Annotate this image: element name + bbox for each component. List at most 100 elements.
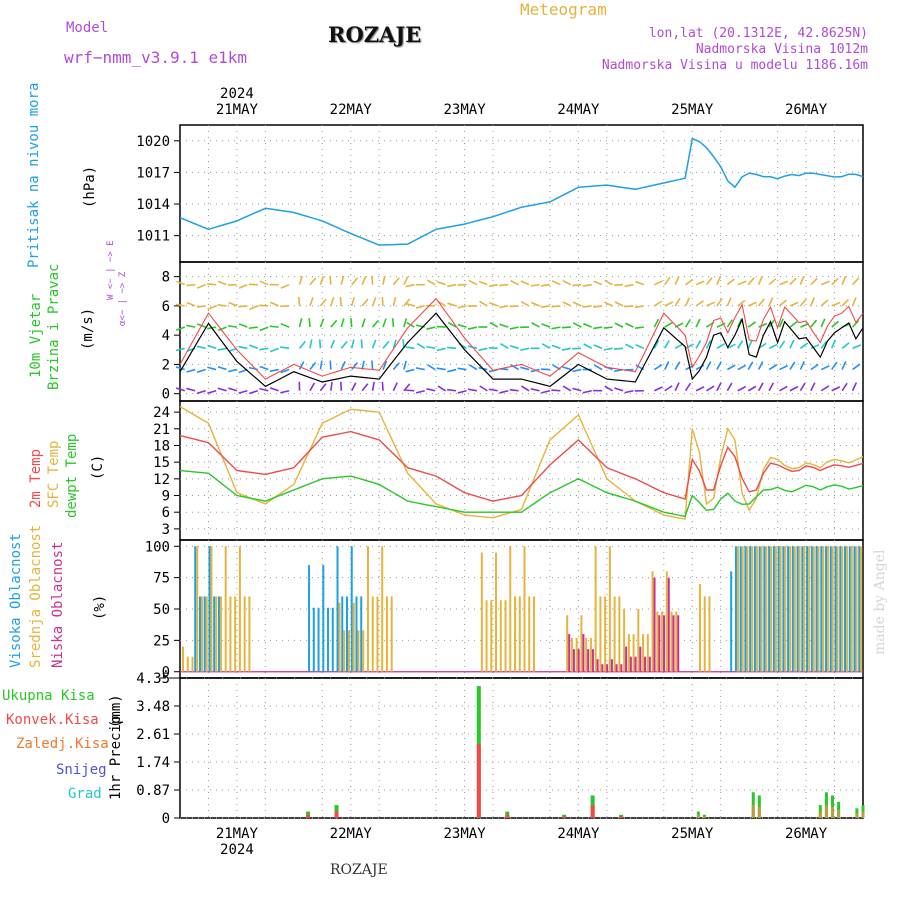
wind-arrow <box>259 280 269 286</box>
y-tick-label: 0 <box>162 811 170 827</box>
dewpoint-line <box>179 469 864 518</box>
wind-arrow <box>695 340 702 349</box>
high-cloud-bar <box>782 546 785 672</box>
high-cloud-bar <box>194 546 197 672</box>
mid-cloud-bar <box>855 546 858 672</box>
wind-arrow <box>582 389 592 394</box>
mid-cloud-bar <box>532 596 535 672</box>
wind-arrow <box>447 388 457 392</box>
wind-arrow <box>684 382 692 392</box>
wind-arrow <box>716 276 722 285</box>
y-tick-label: 4.35 <box>136 671 170 687</box>
low-cloud-bar <box>634 656 637 672</box>
wind-arrow <box>382 275 386 285</box>
wind-arrow <box>614 322 624 328</box>
wind-speed-line <box>179 312 864 388</box>
y-tick-label: 24 <box>153 405 170 421</box>
mid-cloud-bar <box>215 596 218 672</box>
wind-arrow <box>499 305 509 309</box>
wind-arrow <box>551 344 561 350</box>
wind-arrow <box>329 275 332 285</box>
wind-arrow <box>196 345 206 350</box>
wind-arrow <box>403 276 409 286</box>
wind-arrow <box>562 385 572 392</box>
wind-arrow <box>541 389 551 394</box>
wind-arrow <box>280 368 290 374</box>
mid-cloud-bar <box>352 602 355 672</box>
wind-arrow <box>757 276 763 285</box>
mid-cloud-bar <box>343 630 346 672</box>
high-cloud-bar <box>317 607 320 672</box>
mid-cloud-bar <box>371 596 374 672</box>
wind-arrow <box>531 322 540 328</box>
conv-precip-bar <box>334 811 339 818</box>
wind-arrow <box>737 318 743 328</box>
y-tick-label: 0.87 <box>136 783 170 799</box>
wind-arrow <box>228 301 238 307</box>
legend-conv-precip: Konvek.Kisa <box>6 712 99 728</box>
y-tick-label: 1020 <box>136 134 170 150</box>
mid-cloud-bar <box>789 546 792 672</box>
wind-arrow <box>259 387 269 392</box>
wind-arrow <box>664 385 673 392</box>
wind-arrow <box>361 276 367 285</box>
mid-cloud-bar <box>196 546 199 672</box>
wind-arrow <box>280 389 290 394</box>
high-cloud-bar <box>749 546 752 672</box>
y-tick-label: 75 <box>153 571 170 587</box>
wind-arrow <box>175 347 185 352</box>
wind-arrow <box>309 339 313 349</box>
wind-arrow <box>381 296 384 306</box>
y-tick-label: 3 <box>162 522 170 538</box>
y-tick-label: 6 <box>162 299 170 315</box>
x-tick-label-top: 23MAY <box>444 102 487 118</box>
wind-arrow <box>685 343 694 350</box>
high-cloud-bar <box>848 546 851 672</box>
wind-arrow <box>810 319 818 328</box>
wind-arrow <box>447 321 457 328</box>
legend-snow: Snijeg <box>56 762 107 778</box>
wind-arrow <box>350 297 355 307</box>
mid-cloud-bar <box>376 596 379 672</box>
wind-arrow <box>624 322 634 328</box>
wind-arrow <box>674 361 681 370</box>
x-year-bottom: 2024 <box>220 842 254 858</box>
mid-cloud-bar <box>793 546 796 672</box>
wind-arrow <box>820 318 826 328</box>
wind-arrow <box>330 297 335 307</box>
y-tick-label: 0 <box>162 665 170 681</box>
wind-arrow <box>541 323 551 328</box>
low-cloud-bar <box>639 646 642 672</box>
wind-arrow <box>259 326 269 332</box>
mid-cloud-bar <box>736 546 739 672</box>
wind-arrow <box>799 342 809 349</box>
wind-arrow <box>716 382 722 392</box>
wind-arrow <box>415 367 425 371</box>
x-tick-label-bottom: 22MAY <box>330 826 373 842</box>
wind-arrow <box>196 283 206 289</box>
wind-arrow <box>217 365 227 371</box>
wind-arrow <box>340 318 345 328</box>
wind-arrow <box>371 339 377 349</box>
conv-precip-bar <box>824 805 828 818</box>
mid-cloud-bar <box>589 637 592 672</box>
mid-cloud-bar <box>623 609 626 672</box>
wind-arrow <box>684 297 691 307</box>
wind-arrow <box>593 280 603 286</box>
wind-arrow <box>330 319 338 328</box>
wind-arrow <box>520 280 530 286</box>
wind-arrow <box>779 385 788 392</box>
y-tick-label: 1.74 <box>136 755 170 771</box>
wind-arrow <box>593 364 603 371</box>
wind-arrow <box>561 366 572 371</box>
x-tick-label-bottom: 25MAY <box>671 826 714 842</box>
wind-arrow <box>705 361 712 370</box>
wind-arrow <box>270 301 279 307</box>
wind-arrow <box>572 283 582 287</box>
wind-arrow <box>541 343 551 350</box>
mid-cloud-bar <box>827 546 830 672</box>
low-cloud-bar <box>672 615 675 672</box>
wind-arrow <box>339 296 343 306</box>
wind-arrow <box>479 300 488 307</box>
mid-cloud-bar <box>665 571 668 672</box>
